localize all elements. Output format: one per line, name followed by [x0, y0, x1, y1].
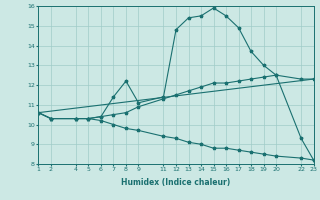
X-axis label: Humidex (Indice chaleur): Humidex (Indice chaleur)	[121, 178, 231, 187]
